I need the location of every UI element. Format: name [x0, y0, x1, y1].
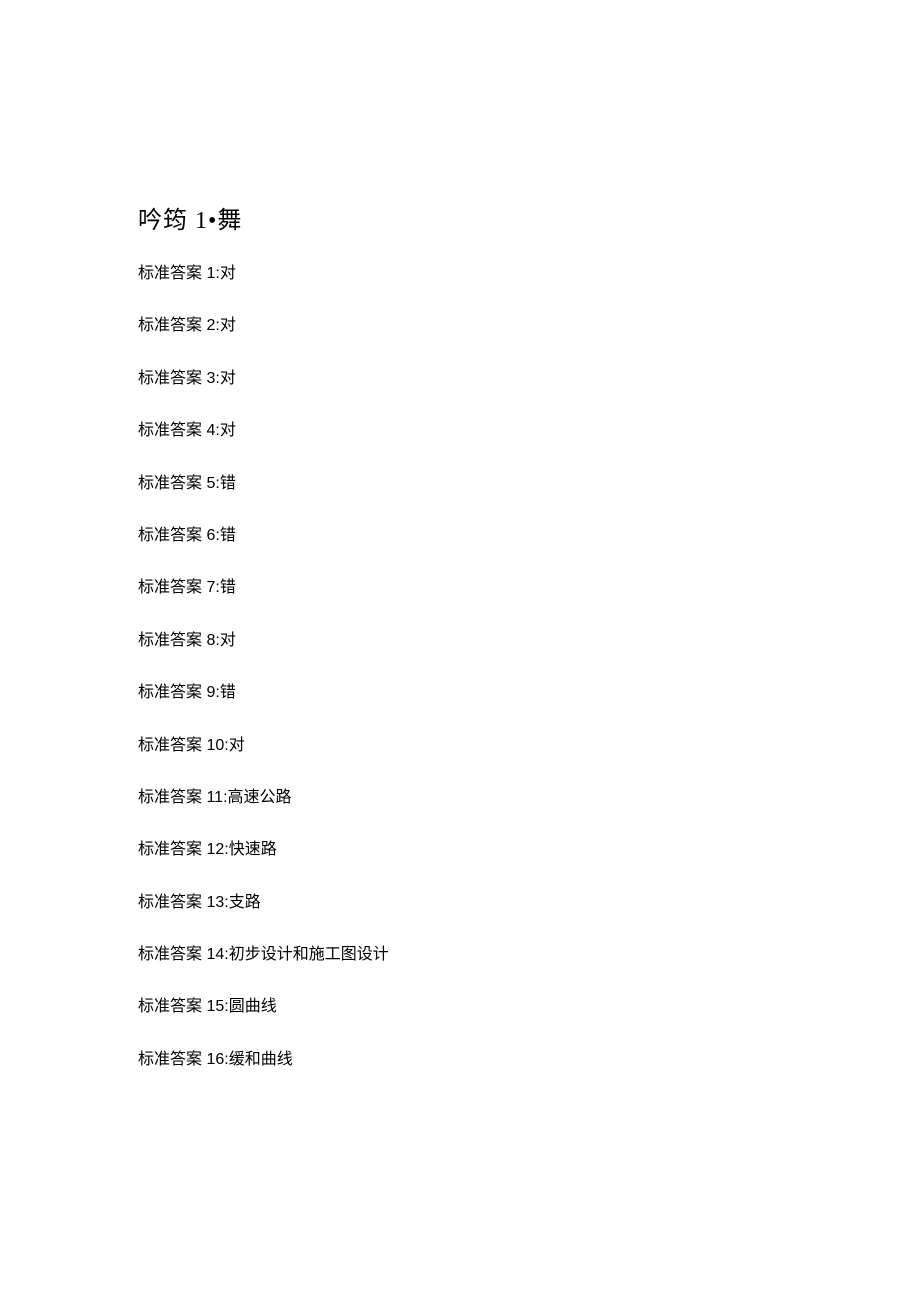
answer-prefix: 标准答案 — [138, 841, 206, 858]
answer-number: 12 — [206, 841, 224, 858]
answer-value: 错 — [220, 684, 236, 701]
answer-prefix: 标准答案 — [138, 998, 206, 1015]
answer-prefix: 标准答案 — [138, 894, 206, 911]
page-title: 吟筠 1•舞 — [138, 200, 920, 235]
answer-value: 对 — [229, 737, 245, 754]
answer-value: 对 — [220, 370, 236, 387]
answer-prefix: 标准答案 — [138, 684, 206, 701]
answer-value: 错 — [220, 475, 236, 492]
answers-list: 标准答案 1:对标准答案 2:对标准答案 3:对标准答案 4:对标准答案 5:错… — [138, 263, 920, 1071]
answer-prefix: 标准答案 — [138, 527, 206, 544]
answer-line: 标准答案 14:初步设计和施工图设计 — [138, 944, 920, 966]
answer-value: 对 — [220, 632, 236, 649]
answer-prefix: 标准答案 — [138, 789, 206, 806]
answer-line: 标准答案 7:错 — [138, 577, 920, 599]
answer-value: 对 — [220, 265, 236, 282]
answer-prefix: 标准答案 — [138, 1051, 206, 1068]
answer-number: 15 — [206, 998, 224, 1015]
answer-value: 快速路 — [229, 841, 277, 858]
answer-line: 标准答案 16:缓和曲线 — [138, 1049, 920, 1071]
answer-value: 初步设计和施工图设计 — [229, 946, 389, 963]
answer-line: 标准答案 15:圆曲线 — [138, 996, 920, 1018]
answer-number: 16 — [206, 1051, 224, 1068]
answer-value: 高速公路 — [228, 789, 292, 806]
answer-line: 标准答案 5:错 — [138, 473, 920, 495]
answer-prefix: 标准答案 — [138, 475, 206, 492]
answer-number: 14 — [206, 946, 224, 963]
answer-number: 11 — [206, 789, 223, 806]
answer-prefix: 标准答案 — [138, 422, 206, 439]
answer-line: 标准答案 11:高速公路 — [138, 787, 920, 809]
answer-value: 圆曲线 — [229, 998, 277, 1015]
answer-prefix: 标准答案 — [138, 946, 206, 963]
answer-line: 标准答案 1:对 — [138, 263, 920, 285]
answer-line: 标准答案 8:对 — [138, 630, 920, 652]
answer-value: 支路 — [229, 894, 261, 911]
answer-line: 标准答案 2:对 — [138, 315, 920, 337]
answer-line: 标准答案 3:对 — [138, 368, 920, 390]
answer-prefix: 标准答案 — [138, 632, 206, 649]
answer-value: 对 — [220, 317, 236, 334]
answer-line: 标准答案 13:支路 — [138, 892, 920, 914]
answer-prefix: 标准答案 — [138, 265, 206, 282]
answer-prefix: 标准答案 — [138, 370, 206, 387]
answer-value: 对 — [220, 422, 236, 439]
answer-line: 标准答案 4:对 — [138, 420, 920, 442]
answer-value: 错 — [220, 527, 236, 544]
answer-value: 错 — [220, 579, 236, 596]
answer-prefix: 标准答案 — [138, 317, 206, 334]
answer-value: 缓和曲线 — [229, 1051, 293, 1068]
answer-line: 标准答案 12:快速路 — [138, 839, 920, 861]
answer-prefix: 标准答案 — [138, 579, 206, 596]
answer-line: 标准答案 10:对 — [138, 735, 920, 757]
answer-prefix: 标准答案 — [138, 737, 206, 754]
answer-line: 标准答案 6:错 — [138, 525, 920, 547]
answer-number: 13 — [206, 894, 224, 911]
answer-number: 10 — [206, 737, 224, 754]
answer-line: 标准答案 9:错 — [138, 682, 920, 704]
